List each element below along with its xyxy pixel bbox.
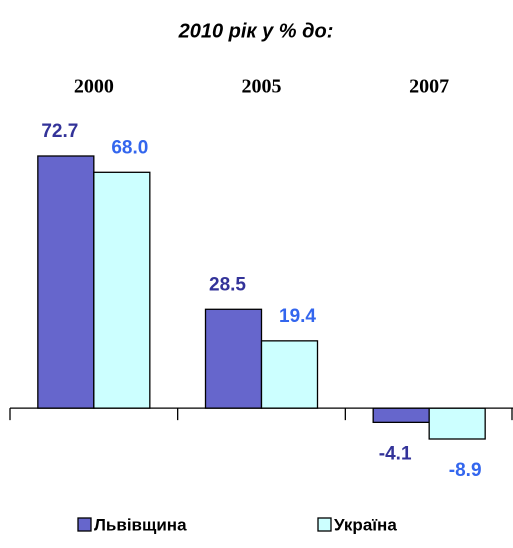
value-label: 28.5 [209,274,246,295]
bar [372,407,430,424]
bar [37,155,95,409]
legend-swatch [317,517,332,532]
category-label: 2000 [74,76,114,98]
chart-title: 2010 рік у % до: [178,20,334,42]
bar [93,171,151,409]
legend-label: Україна [334,515,397,534]
bar [204,308,263,409]
value-label: -8.9 [449,460,482,481]
value-label: 68.0 [111,137,148,158]
bar [428,407,486,440]
value-label: 19.4 [279,306,316,327]
category-label: 2007 [409,76,449,98]
bar [260,340,319,409]
legend-swatch [77,517,92,532]
category-label: 2005 [242,76,282,98]
legend-label: Львівщина [94,515,187,534]
value-label: 72.7 [41,121,78,142]
value-label: -4.1 [379,443,412,464]
